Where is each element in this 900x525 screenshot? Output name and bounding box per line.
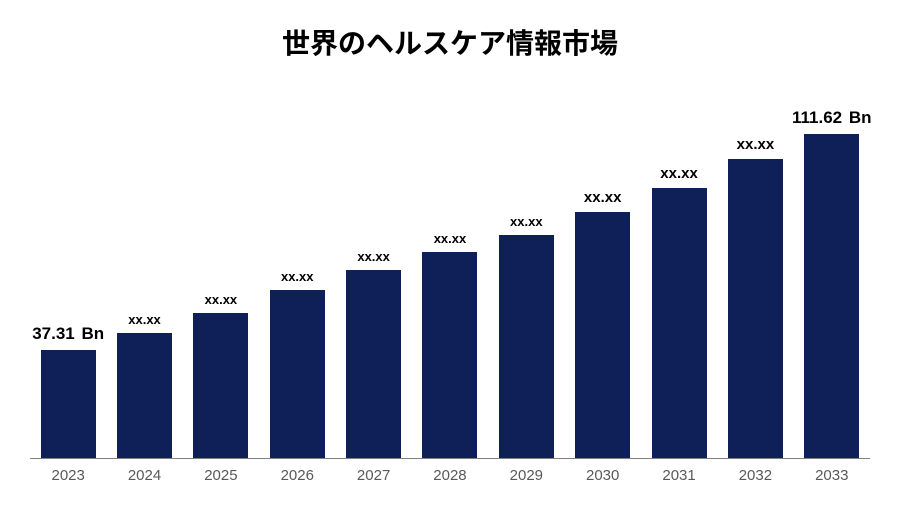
bar-value-label: xx.xx: [510, 214, 543, 229]
bar-value-label: xx.xx: [357, 249, 390, 264]
bar: xx.xx: [575, 212, 630, 459]
bar-value-unit: Bn: [844, 108, 871, 127]
bar-slot: xx.xx: [641, 110, 717, 458]
bar-value-label: 37.31 Bn: [32, 324, 104, 344]
bar: xx.xx: [117, 333, 172, 458]
bar: xx.xx: [652, 188, 707, 458]
x-tick-label: 2025: [183, 459, 259, 497]
bar-slot: xx.xx: [183, 110, 259, 458]
bar-slot: xx.xx: [565, 110, 641, 458]
chart-container: 37.31 Bn xx.xx xx.xx xx.xx xx.xx xx.xx xx.xx xx…: [30, 110, 870, 497]
bar-value-label: xx.xx: [281, 269, 314, 284]
x-tick-label: 2026: [259, 459, 335, 497]
bar: 111.62 Bn: [804, 134, 859, 458]
x-tick-label: 2033: [794, 459, 870, 497]
bar: xx.xx: [422, 252, 477, 458]
x-tick-label: 2030: [565, 459, 641, 497]
bar-value-label: xx.xx: [584, 189, 622, 206]
bar-value-unit: Bn: [77, 324, 104, 343]
x-axis: 2023202420252026202720282029203020312032…: [30, 459, 870, 497]
plot-area: 37.31 Bn xx.xx xx.xx xx.xx xx.xx xx.xx xx.xx xx…: [30, 110, 870, 459]
bar-slot: 37.31 Bn: [30, 110, 106, 458]
bar-value-label: xx.xx: [205, 292, 238, 307]
bar-value-label: xx.xx: [128, 312, 161, 327]
x-tick-label: 2028: [412, 459, 488, 497]
bar-slot: xx.xx: [259, 110, 335, 458]
bar-slot: xx.xx: [106, 110, 182, 458]
x-tick-label: 2029: [488, 459, 564, 497]
bar-slot: xx.xx: [412, 110, 488, 458]
x-tick-label: 2023: [30, 459, 106, 497]
bar: xx.xx: [270, 290, 325, 458]
x-tick-label: 2031: [641, 459, 717, 497]
bar: 37.31 Bn: [41, 350, 96, 458]
bar-value-label: xx.xx: [737, 136, 775, 153]
bar: xx.xx: [346, 270, 401, 459]
bar-value-label: 111.62 Bn: [792, 108, 872, 128]
bar-slot: xx.xx: [335, 110, 411, 458]
bar-slot: 111.62 Bn: [794, 110, 870, 458]
x-tick-label: 2032: [717, 459, 793, 497]
bar-value-label: xx.xx: [660, 165, 698, 182]
bar: xx.xx: [193, 313, 248, 458]
x-tick-label: 2027: [335, 459, 411, 497]
bar-value-label: xx.xx: [434, 231, 467, 246]
bar: xx.xx: [499, 235, 554, 458]
bar-slot: xx.xx: [488, 110, 564, 458]
bar: xx.xx: [728, 159, 783, 458]
bar-slot: xx.xx: [717, 110, 793, 458]
x-tick-label: 2024: [106, 459, 182, 497]
chart-title: 世界のヘルスケア情報市場: [0, 0, 900, 62]
